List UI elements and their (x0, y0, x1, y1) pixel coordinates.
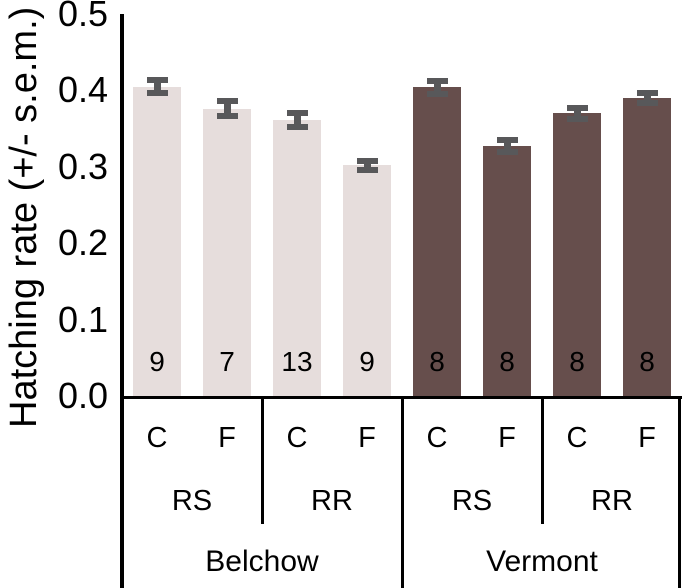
sample-size-label: 8 (639, 346, 655, 377)
y-tick-label: 0.2 (57, 222, 108, 264)
error-bar-stem (293, 110, 301, 131)
bar-vermont-rs-f (483, 146, 531, 396)
y-axis-line (120, 14, 124, 588)
site-label: Belchow (205, 545, 319, 578)
y-tick-label: 0.0 (57, 375, 108, 416)
treatment-label: F (218, 422, 236, 454)
site-label: Vermont (486, 545, 598, 578)
genotype-label: RR (591, 485, 633, 517)
y-tick-label: 0.3 (57, 145, 108, 187)
treatment-label: F (638, 422, 656, 454)
error-bar-stem (573, 104, 581, 122)
treatment-label: C (426, 422, 448, 454)
error-bar-stem (363, 157, 371, 173)
y-tick-label: 0.1 (57, 298, 108, 340)
y-tick-label: 0.5 (57, 0, 108, 34)
treatment-label: C (286, 422, 308, 454)
bar-belchow-rr-f (343, 165, 391, 396)
group-separator-line (678, 396, 681, 588)
treatment-label: F (358, 422, 376, 454)
sample-size-label: 8 (499, 346, 515, 377)
error-bar-stem (643, 89, 651, 107)
sample-size-label: 8 (429, 346, 445, 377)
bar-belchow-rs-f (203, 108, 251, 396)
error-bar (566, 104, 588, 122)
bar-belchow-rr-c (273, 120, 321, 396)
sample-size-label: 13 (281, 346, 313, 377)
sample-size-label: 9 (359, 346, 375, 377)
genotype-label: RS (451, 485, 493, 517)
sample-size-label: 9 (149, 346, 165, 377)
group-separator-line (541, 396, 544, 524)
error-bar (496, 137, 518, 156)
error-bar (426, 78, 448, 97)
treatment-label: C (566, 422, 588, 454)
genotype-label: RS (171, 485, 213, 517)
sample-size-label: 7 (219, 346, 235, 377)
error-bar-stem (433, 78, 441, 97)
error-bar (356, 157, 378, 173)
error-bar (146, 77, 168, 96)
treatment-label: F (498, 422, 516, 454)
bar-vermont-rs-c (413, 87, 461, 396)
error-bar-stem (503, 137, 511, 156)
sample-size-label: 8 (569, 346, 585, 377)
error-bar (216, 98, 238, 120)
error-bar (286, 110, 308, 131)
bar-vermont-rr-f (623, 98, 671, 396)
bar-vermont-rr-c (553, 113, 601, 396)
group-separator-line (401, 396, 404, 588)
error-bar-stem (153, 77, 161, 96)
error-bar-stem (223, 98, 231, 120)
y-axis-title: Hatching rate (+/- s.e.m.) (3, 6, 45, 428)
bar-belchow-rs-c (133, 86, 181, 396)
genotype-label: RR (311, 485, 353, 517)
treatment-label: C (146, 422, 168, 454)
error-bar (636, 89, 658, 107)
y-tick-label: 0.4 (57, 69, 108, 111)
group-separator-line (261, 396, 264, 524)
